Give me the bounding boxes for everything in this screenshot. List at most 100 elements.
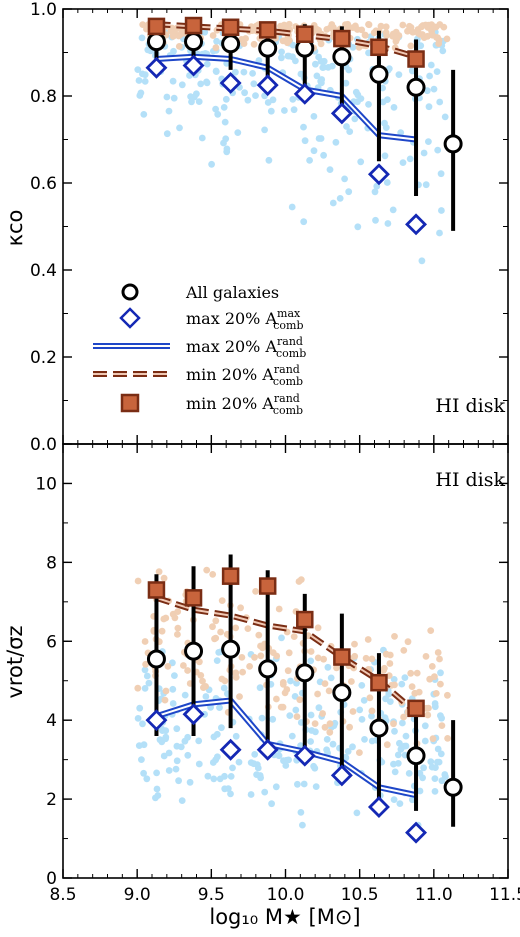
scatter-point-blue: [197, 80, 205, 88]
scatter-point-blue: [163, 130, 171, 138]
scatter-point-blue: [439, 37, 447, 45]
scatter-point-orange: [330, 24, 337, 31]
scatter-point-blue: [247, 759, 255, 766]
scatter-point-blue: [382, 695, 389, 703]
scatter-point-blue: [181, 691, 189, 699]
scatter-point-orange: [424, 32, 431, 40]
scatter-point-blue: [162, 727, 170, 735]
scatter-point-blue: [396, 739, 403, 747]
scatter-point-blue: [145, 679, 153, 687]
all-galaxies-marker: [221, 639, 241, 659]
all-galaxies-marker: [332, 683, 352, 703]
min-square-marker: [184, 589, 203, 607]
scatter-point-blue: [287, 677, 294, 685]
scatter-point-blue: [383, 179, 391, 186]
all-galaxies-marker: [406, 77, 426, 97]
scatter-point-orange: [323, 26, 331, 33]
scatter-point-blue: [434, 758, 441, 766]
scatter-point-blue: [423, 87, 431, 95]
scatter-point-blue: [341, 175, 348, 183]
top-panel-label: HI disk: [435, 395, 505, 417]
scatter-point-blue: [399, 159, 407, 167]
scatter-point-orange: [169, 32, 177, 40]
scatter-point-orange: [202, 683, 210, 690]
scatter-point-orange: [279, 679, 287, 686]
scatter-point-blue: [293, 679, 300, 687]
scatter-point-orange: [315, 26, 322, 34]
scatter-point-blue: [278, 48, 285, 56]
scatter-point-blue: [307, 738, 314, 745]
scatter-point-orange: [180, 662, 187, 669]
scatter-point-orange: [383, 32, 391, 39]
legend-circle-marker: [121, 283, 139, 301]
scatter-point-blue: [212, 105, 220, 113]
all-galaxies-marker: [184, 641, 204, 661]
scatter-point-blue: [299, 821, 306, 829]
scatter-point-orange: [351, 640, 358, 648]
scatter-point-blue: [368, 707, 376, 715]
scatter-point-blue: [269, 715, 277, 723]
x-tick-label: 11.5: [489, 885, 520, 905]
scatter-point-blue: [391, 768, 399, 776]
scatter-point-orange: [232, 669, 240, 677]
min-square-marker: [370, 38, 388, 57]
scatter-point-orange: [444, 735, 451, 742]
scatter-point-orange: [431, 673, 438, 681]
scatter-point-orange: [391, 681, 398, 689]
scatter-point-blue: [385, 690, 393, 698]
scatter-point-blue: [218, 724, 225, 732]
scatter-point-orange: [212, 44, 220, 52]
scatter-point-orange: [407, 669, 415, 677]
scatter-point-blue: [213, 657, 221, 664]
scatter-point-orange: [295, 578, 303, 585]
scatter-point-orange: [390, 33, 398, 40]
scatter-point-blue: [176, 124, 183, 132]
scatter-point-blue: [402, 742, 410, 750]
scatter-point-blue: [288, 732, 296, 740]
scatter-point-orange: [279, 703, 287, 711]
y-tick-label: 0.0: [30, 435, 57, 455]
scatter-point-orange: [238, 654, 246, 661]
scatter-point-orange: [249, 26, 257, 34]
scatter-point-blue: [240, 68, 248, 76]
y-tick-label: 6: [46, 632, 57, 652]
scatter-point-orange: [443, 35, 451, 43]
top-y-axis-label: κco: [3, 210, 27, 247]
scatter-point-orange: [174, 608, 182, 615]
scatter-point-blue: [286, 712, 294, 719]
scatter-point-blue: [430, 737, 438, 745]
x-tick-label: 9.5: [198, 885, 225, 905]
scatter-point-orange: [440, 23, 448, 31]
y-tick-label: 0.2: [30, 348, 57, 368]
scatter-point-orange: [175, 32, 183, 40]
scatter-point-blue: [139, 70, 146, 78]
scatter-point-orange: [358, 26, 366, 34]
scatter-point-orange: [255, 631, 263, 639]
scatter-point-blue: [351, 115, 359, 123]
scatter-point-blue: [315, 704, 323, 712]
scatter-point-blue: [254, 764, 262, 772]
scatter-point-orange: [383, 741, 391, 749]
scatter-point-blue: [169, 77, 177, 85]
scatter-point-blue: [282, 762, 290, 769]
scatter-point-orange: [419, 31, 426, 38]
scatter-point-blue: [391, 727, 398, 735]
scatter-point-blue: [431, 700, 439, 707]
scatter-point-orange: [169, 29, 177, 37]
scatter-point-blue: [386, 698, 394, 705]
legend: All galaxies max 20% Amax comb max 20% Ar…: [93, 283, 306, 417]
scatter-point-blue: [141, 666, 149, 674]
scatter-point-blue: [141, 78, 149, 85]
scatter-point-orange: [414, 29, 422, 37]
scatter-point-blue: [140, 769, 148, 777]
scatter-point-blue: [135, 742, 143, 749]
scatter-point-blue: [169, 659, 176, 667]
legend-max-line-label: max 20% Arand comb: [186, 335, 306, 360]
scatter-point-blue: [361, 736, 368, 743]
scatter-point-blue: [439, 47, 447, 55]
scatter-point-blue: [136, 92, 144, 99]
scatter-point-blue: [312, 728, 319, 736]
scatter-point-orange: [284, 667, 292, 675]
scatter-point-orange: [432, 690, 440, 697]
scatter-point-blue: [381, 714, 389, 722]
